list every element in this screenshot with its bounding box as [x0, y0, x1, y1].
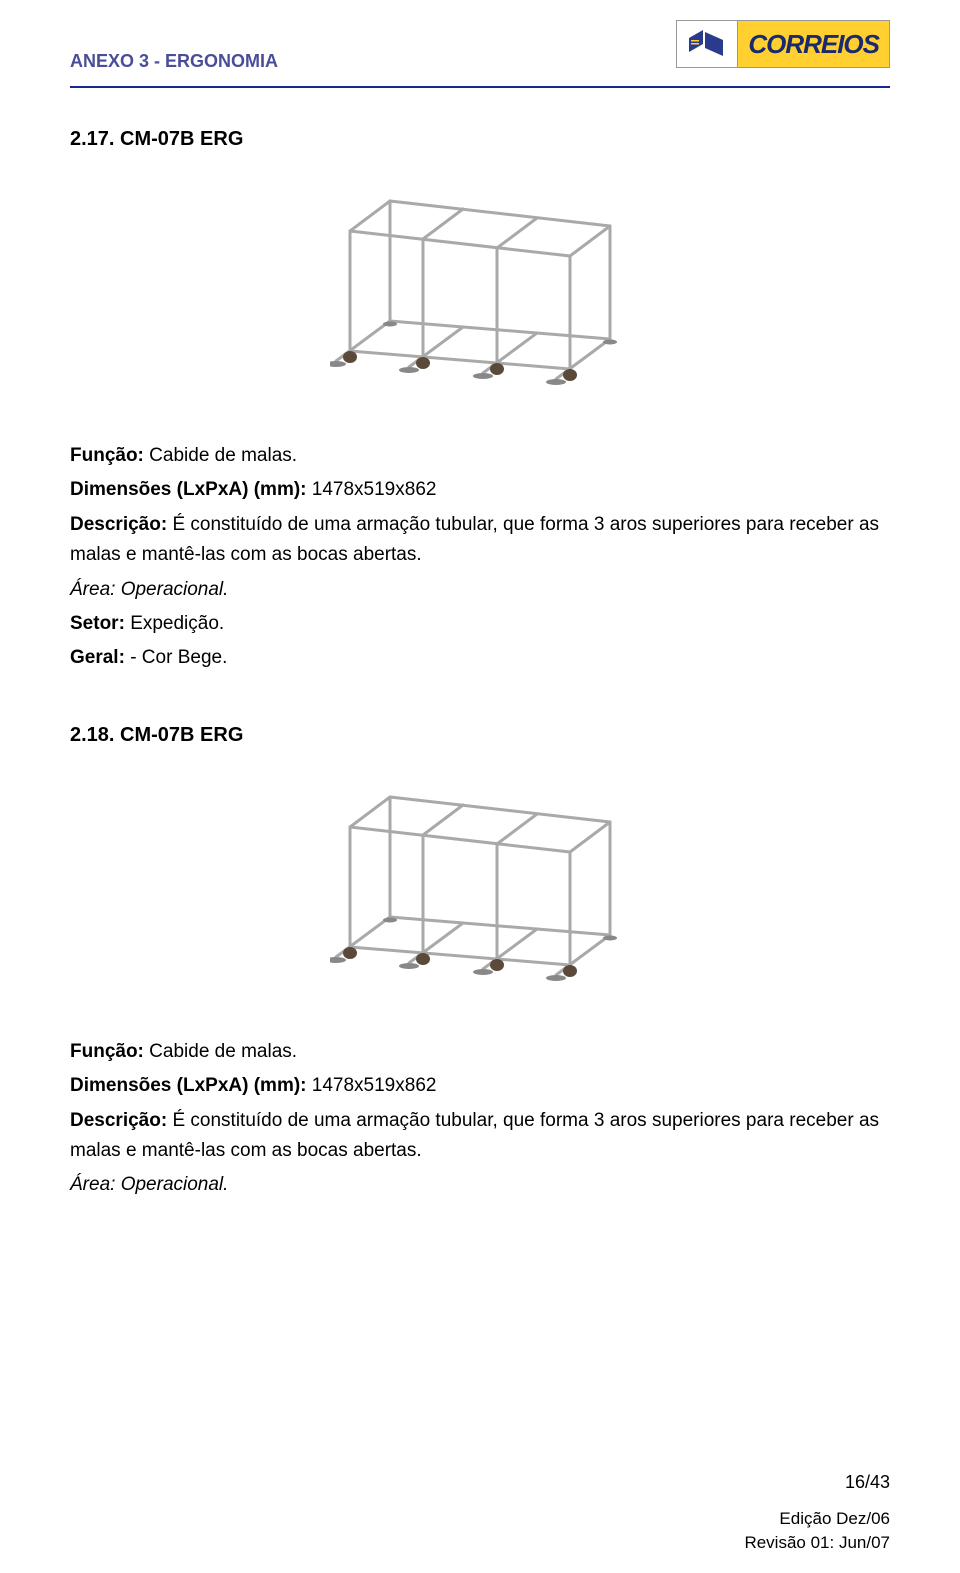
- document-page: ANEXO 3 - ERGONOMIA CORREIOS 2.17. CM-07…: [0, 0, 960, 1573]
- dimensoes-value: 1478x519x862: [312, 479, 437, 500]
- section-1-body: Função: Cabide de malas. Dimensões (LxPx…: [70, 441, 890, 674]
- logo: CORREIOS: [676, 20, 890, 68]
- setor-label: Setor:: [70, 613, 125, 634]
- logo-text: CORREIOS: [738, 20, 890, 68]
- page-header: ANEXO 3 - ERGONOMIA CORREIOS: [70, 20, 890, 80]
- section-title: 2.17. CM-07B ERG: [70, 128, 890, 151]
- diagram-1: [70, 181, 890, 391]
- funcao-label: Função:: [70, 1041, 144, 1062]
- descricao-value: É constituído de uma armação tubular, qu…: [70, 514, 879, 565]
- descricao-value: É constituído de uma armação tubular, qu…: [70, 1110, 879, 1161]
- dimensoes-value: 1478x519x862: [312, 1075, 437, 1096]
- descricao-line: Descrição: É constituído de uma armação …: [70, 510, 890, 571]
- logo-emblem-icon: [676, 20, 738, 68]
- header-title: ANEXO 3 - ERGONOMIA: [70, 51, 278, 72]
- area-line: Área: Operacional.: [70, 575, 890, 605]
- section-1: 2.17. CM-07B ERG: [70, 128, 890, 674]
- funcao-value: Cabide de malas.: [149, 1041, 297, 1062]
- setor-line: Setor: Expedição.: [70, 609, 890, 639]
- header-divider: [70, 86, 890, 88]
- setor-value: Expedição.: [130, 613, 224, 634]
- area-label: Área:: [70, 1174, 115, 1195]
- diagram-2: [70, 777, 890, 987]
- geral-label: Geral:: [70, 647, 125, 668]
- dimensoes-label: Dimensões (LxPxA) (mm):: [70, 1075, 307, 1096]
- funcao-line: Função: Cabide de malas.: [70, 441, 890, 471]
- area-value: Operacional.: [121, 1174, 229, 1195]
- geral-value: - Cor Bege.: [130, 647, 227, 668]
- area-label: Área:: [70, 579, 115, 600]
- funcao-value: Cabide de malas.: [149, 445, 297, 466]
- area-value: Operacional.: [121, 579, 229, 600]
- page-footer: Edição Dez/06 Revisão 01: Jun/07: [744, 1507, 890, 1555]
- dimensoes-line: Dimensões (LxPxA) (mm): 1478x519x862: [70, 475, 890, 505]
- page-number: 16/43: [845, 1472, 890, 1493]
- descricao-label: Descrição:: [70, 1110, 167, 1131]
- section-2: 2.18. CM-07B ERG: [70, 724, 890, 1201]
- footer-revision: Revisão 01: Jun/07: [744, 1531, 890, 1555]
- dimensoes-line: Dimensões (LxPxA) (mm): 1478x519x862: [70, 1071, 890, 1101]
- descricao-label: Descrição:: [70, 514, 167, 535]
- area-line: Área: Operacional.: [70, 1170, 890, 1200]
- dimensoes-label: Dimensões (LxPxA) (mm):: [70, 479, 307, 500]
- funcao-label: Função:: [70, 445, 144, 466]
- descricao-line: Descrição: É constituído de uma armação …: [70, 1106, 890, 1167]
- geral-line: Geral: - Cor Bege.: [70, 643, 890, 673]
- section-2-body: Função: Cabide de malas. Dimensões (LxPx…: [70, 1037, 890, 1201]
- funcao-line: Função: Cabide de malas.: [70, 1037, 890, 1067]
- footer-edition: Edição Dez/06: [744, 1507, 890, 1531]
- section-title: 2.18. CM-07B ERG: [70, 724, 890, 747]
